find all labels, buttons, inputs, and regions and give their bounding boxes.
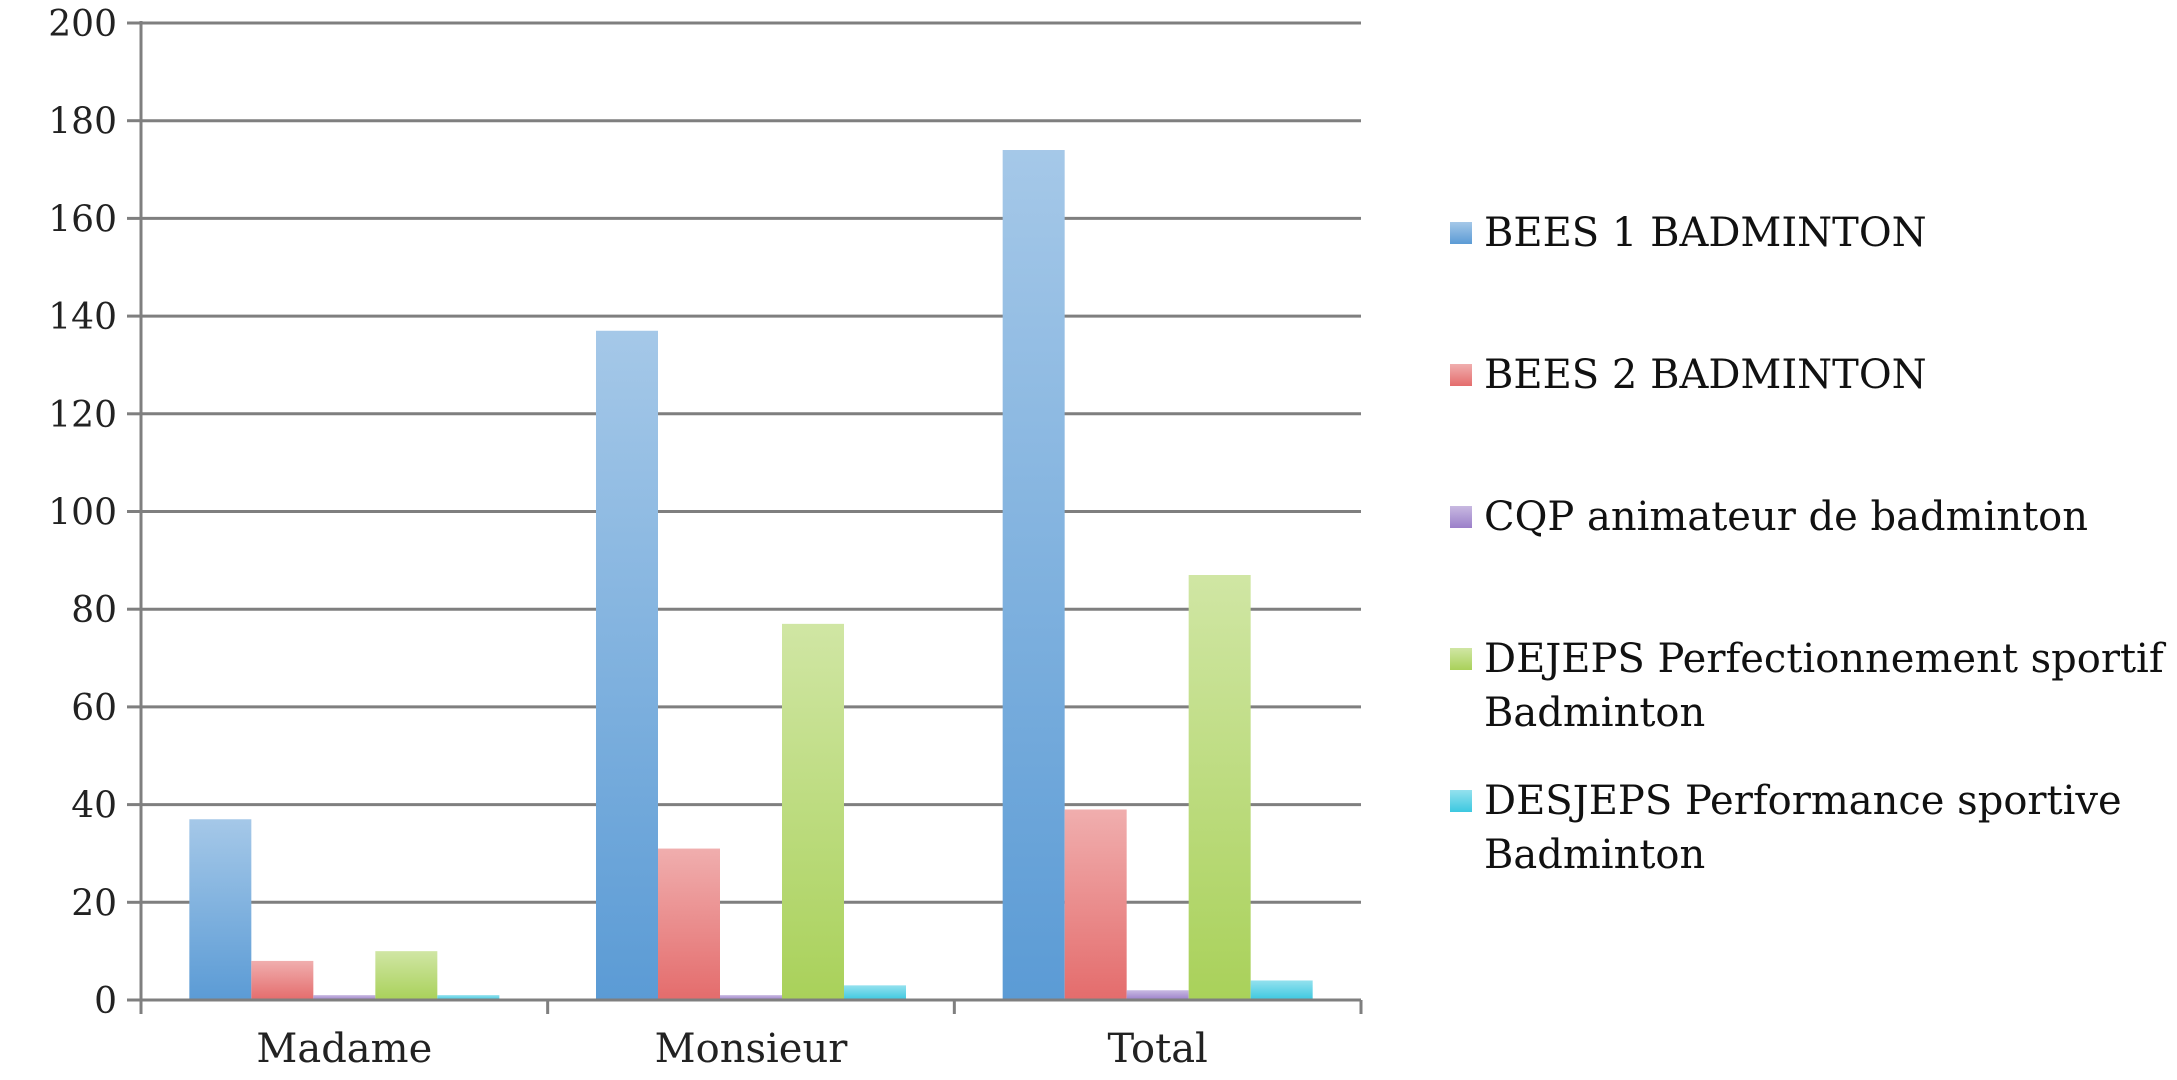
bar (720, 995, 782, 1000)
bar (437, 995, 500, 1000)
y-tick-label: 40 (71, 786, 117, 827)
grid-lines (141, 21, 1361, 1002)
legend-label: DESJEPS Performance sportive Badminton (1484, 778, 2122, 878)
bar (844, 985, 906, 1000)
y-tick-label: 160 (48, 199, 117, 240)
bars (189, 150, 1313, 1000)
y-tick-label: 20 (71, 883, 117, 924)
y-tick-label: 120 (48, 395, 117, 436)
legend-swatch (1450, 222, 1472, 244)
legend-label: DEJEPS Perfectionnement sportif Badminton (1484, 636, 2167, 736)
y-tick-label: 100 (48, 493, 117, 534)
bar (251, 960, 314, 1000)
bar (1064, 809, 1127, 1000)
x-category-label: Total (1107, 1026, 1207, 1072)
legend-label: CQP animateur de badminton (1484, 494, 2088, 540)
legend-label: BEES 1 BADMINTON (1484, 210, 1927, 256)
bar (658, 848, 720, 1000)
bar (1250, 980, 1313, 1000)
x-category-labels: Madame Monsieur Total (256, 1026, 1207, 1072)
bar (782, 623, 844, 1000)
bar (596, 330, 658, 1000)
legend-swatch (1450, 790, 1472, 812)
y-tick-label: 140 (48, 297, 117, 338)
legend-label: BEES 2 BADMINTON (1484, 352, 1927, 398)
bar (1188, 575, 1251, 1000)
legend-swatch (1450, 506, 1472, 528)
legend-swatch (1450, 364, 1472, 386)
axes (127, 21, 1363, 1014)
y-tick-labels: 0 20 40 60 80 100 120 140 160 180 200 (48, 4, 117, 1022)
bar (1126, 990, 1189, 1000)
bar (1002, 150, 1065, 1000)
legend-swatch (1450, 648, 1472, 670)
bar (313, 995, 376, 1000)
bar (375, 951, 438, 1000)
y-tick-label: 80 (71, 590, 117, 631)
bar (189, 819, 252, 1000)
y-tick-label: 0 (94, 981, 117, 1022)
y-tick-label: 180 (48, 102, 117, 143)
y-tick-label: 60 (71, 688, 117, 729)
x-category-label: Madame (256, 1026, 432, 1072)
x-category-label: Monsieur (655, 1026, 849, 1072)
y-tick-label: 200 (48, 4, 117, 45)
legend: BEES 1 BADMINTON BEES 2 BADMINTON CQP anim… (1450, 210, 2167, 878)
